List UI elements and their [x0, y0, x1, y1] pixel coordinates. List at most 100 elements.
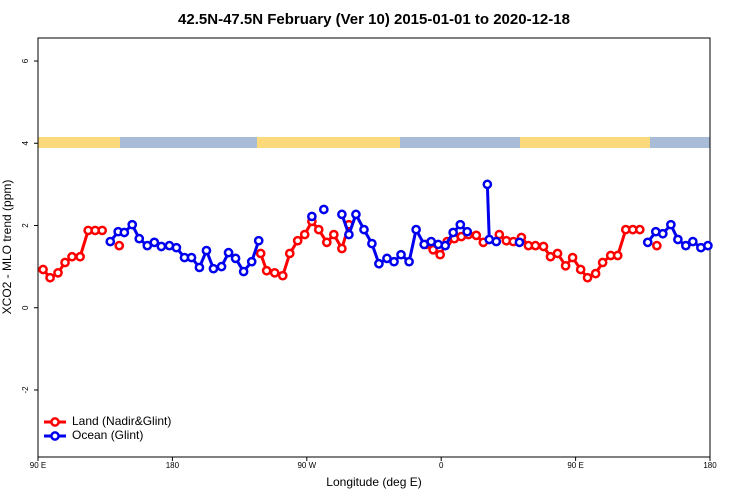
point	[440, 240, 451, 251]
point	[455, 219, 466, 230]
x-tick-label: 90 W	[297, 461, 316, 470]
point	[299, 229, 310, 240]
land-strip	[257, 137, 400, 148]
legend-marker	[50, 417, 60, 427]
point	[634, 224, 645, 235]
point	[253, 235, 264, 246]
point	[666, 219, 676, 230]
point	[313, 224, 324, 235]
point	[337, 209, 347, 220]
ocean-strip	[120, 137, 257, 148]
point	[134, 233, 145, 244]
point	[597, 257, 608, 268]
x-tick-label: 90 E	[567, 461, 583, 470]
point	[292, 235, 303, 246]
point	[246, 256, 257, 267]
point	[435, 249, 446, 260]
y-tick-label: 6	[21, 58, 30, 63]
legend-label: Ocean (Glint)	[72, 428, 143, 442]
point	[374, 258, 384, 269]
point	[114, 240, 125, 251]
y-tick-label: 4	[21, 140, 30, 145]
point	[530, 240, 541, 251]
y-axis-label: XCO2 - MLO trend (ppm)	[0, 180, 14, 315]
point	[687, 236, 698, 247]
point	[255, 248, 266, 259]
point	[156, 241, 167, 252]
point	[328, 229, 339, 240]
point	[97, 225, 108, 236]
y-tick-label: -2	[21, 386, 30, 394]
point	[105, 236, 116, 247]
point	[612, 250, 623, 261]
point	[359, 224, 369, 235]
point	[53, 267, 63, 278]
y-tick-label: 2	[21, 223, 30, 228]
point	[514, 237, 525, 248]
point	[216, 261, 227, 272]
point	[651, 240, 662, 251]
point	[284, 248, 295, 259]
point	[567, 252, 578, 263]
point	[367, 238, 377, 249]
point	[45, 272, 55, 283]
point	[337, 243, 347, 254]
ocean-strip	[650, 137, 710, 148]
point	[552, 248, 563, 259]
point	[680, 240, 691, 251]
point	[657, 228, 668, 239]
point	[194, 262, 205, 273]
point	[67, 251, 77, 262]
x-tick-label: 180	[703, 461, 717, 470]
point	[208, 263, 219, 274]
point	[404, 256, 414, 267]
point	[230, 253, 241, 264]
point	[60, 257, 70, 268]
point	[396, 249, 406, 260]
land-strip	[38, 137, 120, 148]
point	[201, 245, 212, 256]
point	[491, 236, 502, 247]
point	[389, 256, 399, 267]
point	[149, 237, 160, 248]
point	[642, 237, 653, 248]
y-tick-label: 0	[21, 305, 30, 310]
point	[318, 204, 329, 215]
point	[582, 272, 593, 283]
legend-marker	[50, 431, 60, 441]
point	[673, 234, 683, 245]
point	[261, 265, 272, 276]
point	[38, 264, 48, 275]
point	[307, 211, 317, 222]
legend-label: Land (Nadir&Glint)	[72, 414, 171, 428]
point	[75, 251, 85, 262]
point	[238, 266, 249, 277]
point	[186, 252, 197, 263]
x-tick-label: 180	[166, 461, 180, 470]
point	[223, 247, 234, 258]
point	[344, 229, 354, 240]
point	[471, 230, 482, 241]
land-mask-band	[38, 137, 710, 148]
point	[560, 260, 571, 271]
point	[482, 179, 493, 190]
point	[119, 227, 130, 238]
point	[127, 219, 138, 230]
x-tick-label: 90 E	[30, 461, 46, 470]
point	[269, 267, 280, 278]
chart-title: 42.5N-47.5N February (Ver 10) 2015-01-01…	[178, 11, 570, 28]
x-axis-label: Longitude (deg E)	[326, 475, 421, 489]
point	[448, 227, 458, 238]
land-strip	[520, 137, 650, 148]
point	[538, 241, 549, 252]
point	[321, 237, 332, 248]
point	[462, 226, 473, 237]
point	[575, 264, 586, 275]
point	[351, 209, 361, 220]
x-tick-label: 0	[439, 461, 444, 470]
point	[171, 242, 182, 253]
point	[277, 270, 288, 281]
ocean-strip	[400, 137, 520, 148]
point	[590, 268, 601, 279]
